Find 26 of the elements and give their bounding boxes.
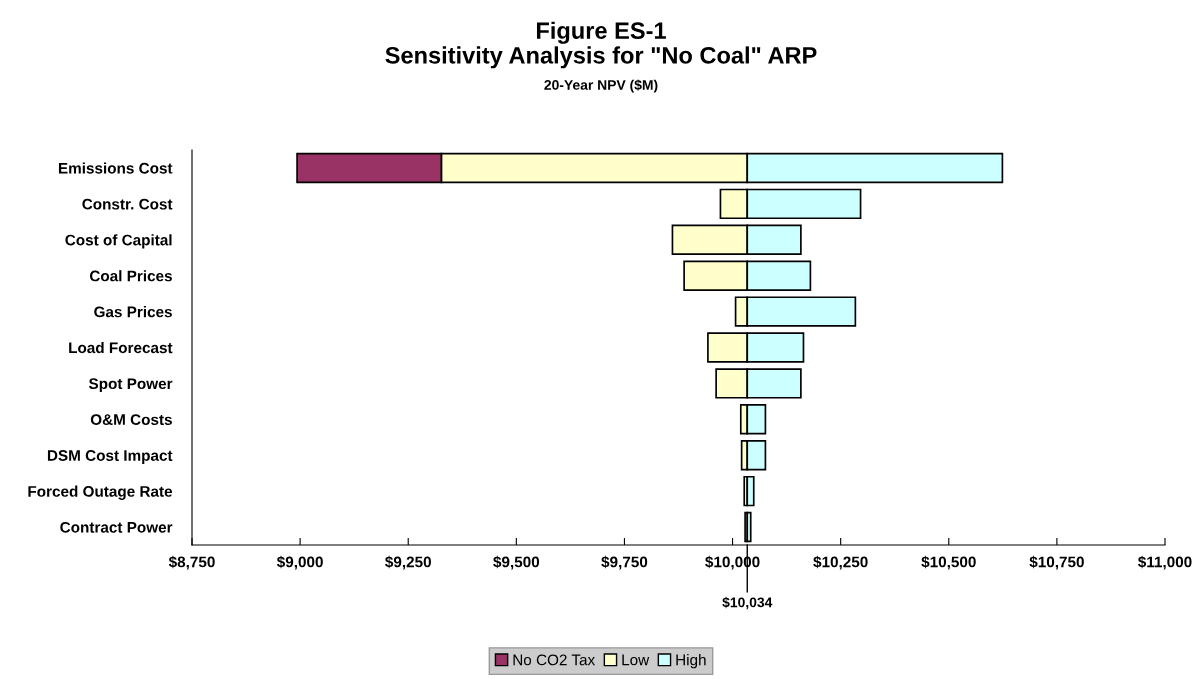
- chart-title: Figure ES-1 Sensitivity Analysis for "No Coal" ARP: [385, 21, 817, 69]
- ref-line-label: $10,034: [722, 596, 773, 610]
- x-tick-label: $10,750: [1029, 555, 1084, 570]
- y-tick-label: DSM Cost Impact: [47, 450, 173, 464]
- y-tick-label: Forced Outage Rate: [28, 485, 173, 500]
- y-tick-label: O&M Costs: [90, 414, 172, 425]
- y-tick-label: Constr. Cost: [82, 198, 173, 210]
- legend-label: High: [676, 654, 706, 669]
- y-tick-label: Spot Power: [88, 378, 173, 393]
- legend-label: No CO2 Tax: [513, 654, 596, 666]
- legend-label: Low: [622, 654, 650, 666]
- y-tick-label: Cost of Capital: [65, 234, 172, 249]
- x-tick-label: $8,750: [168, 555, 215, 570]
- x-tick-label: $10,250: [813, 555, 868, 570]
- x-tick-label: $9,000: [276, 555, 323, 570]
- y-tick-label: Coal Prices: [89, 270, 172, 282]
- x-tick-label: $10,500: [921, 555, 976, 570]
- y-tick-label: Gas Prices: [94, 306, 172, 318]
- y-tick-label: Load Forecast: [69, 341, 173, 354]
- x-tick-label: $9,250: [385, 555, 431, 570]
- x-tick-label: $9,750: [601, 555, 648, 570]
- y-tick-label: Contract Power: [60, 521, 173, 533]
- x-tick-label: $11,000: [1138, 555, 1192, 570]
- chart-subtitle: 20-Year NPV ($M): [544, 79, 658, 93]
- x-tick-label: $9,500: [493, 555, 540, 570]
- y-tick-label: Emissions Cost: [58, 162, 173, 174]
